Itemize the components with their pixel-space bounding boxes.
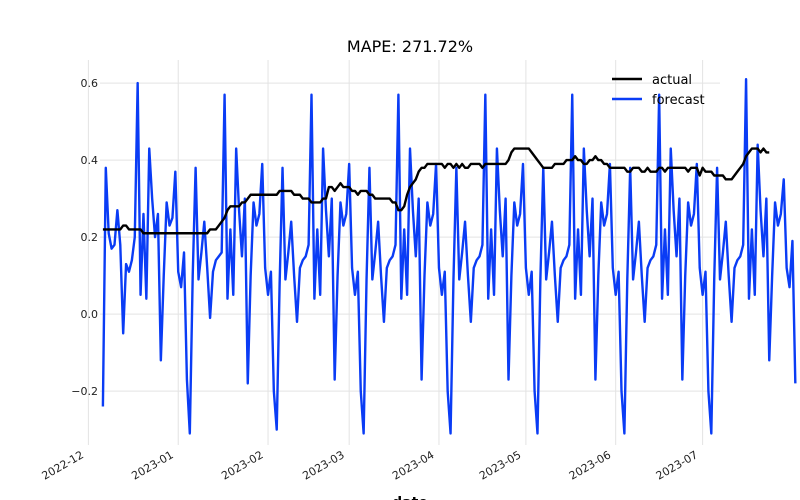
x-tick-label: 2023-05 (477, 448, 523, 482)
y-axis-ticks: 0.6 0.4 0.2 0.0 −0.2 (71, 77, 98, 398)
x-tick-label: 2023-04 (390, 448, 436, 482)
x-tick-label: 2023-03 (300, 448, 346, 482)
legend: actual forecast (612, 73, 705, 108)
x-tick-label: 2023-01 (129, 448, 175, 482)
series-line-actual (102, 147, 770, 235)
series-lines (101, 78, 797, 435)
x-axis-label: date (392, 495, 428, 500)
legend-label-actual: actual (652, 73, 692, 88)
x-tick-label: 2023-06 (567, 448, 613, 482)
y-tick-label: 0.4 (81, 154, 99, 167)
x-tick-label: 2022-12 (40, 448, 86, 482)
y-tick-label: 0.0 (81, 308, 99, 321)
y-tick-label: 0.6 (81, 77, 99, 90)
y-tick-label: 0.2 (81, 231, 99, 244)
x-tick-label: 2023-02 (219, 448, 265, 482)
series-line-forecast (101, 78, 797, 435)
x-tick-label: 2023-07 (654, 448, 700, 482)
legend-label-forecast: forecast (652, 93, 705, 108)
y-tick-label: −0.2 (71, 385, 98, 398)
chart-title: MAPE: 271.72% (347, 37, 473, 56)
x-axis-ticks: 2022-12 2023-01 2023-02 2023-03 2023-04 2023-… (40, 448, 701, 482)
